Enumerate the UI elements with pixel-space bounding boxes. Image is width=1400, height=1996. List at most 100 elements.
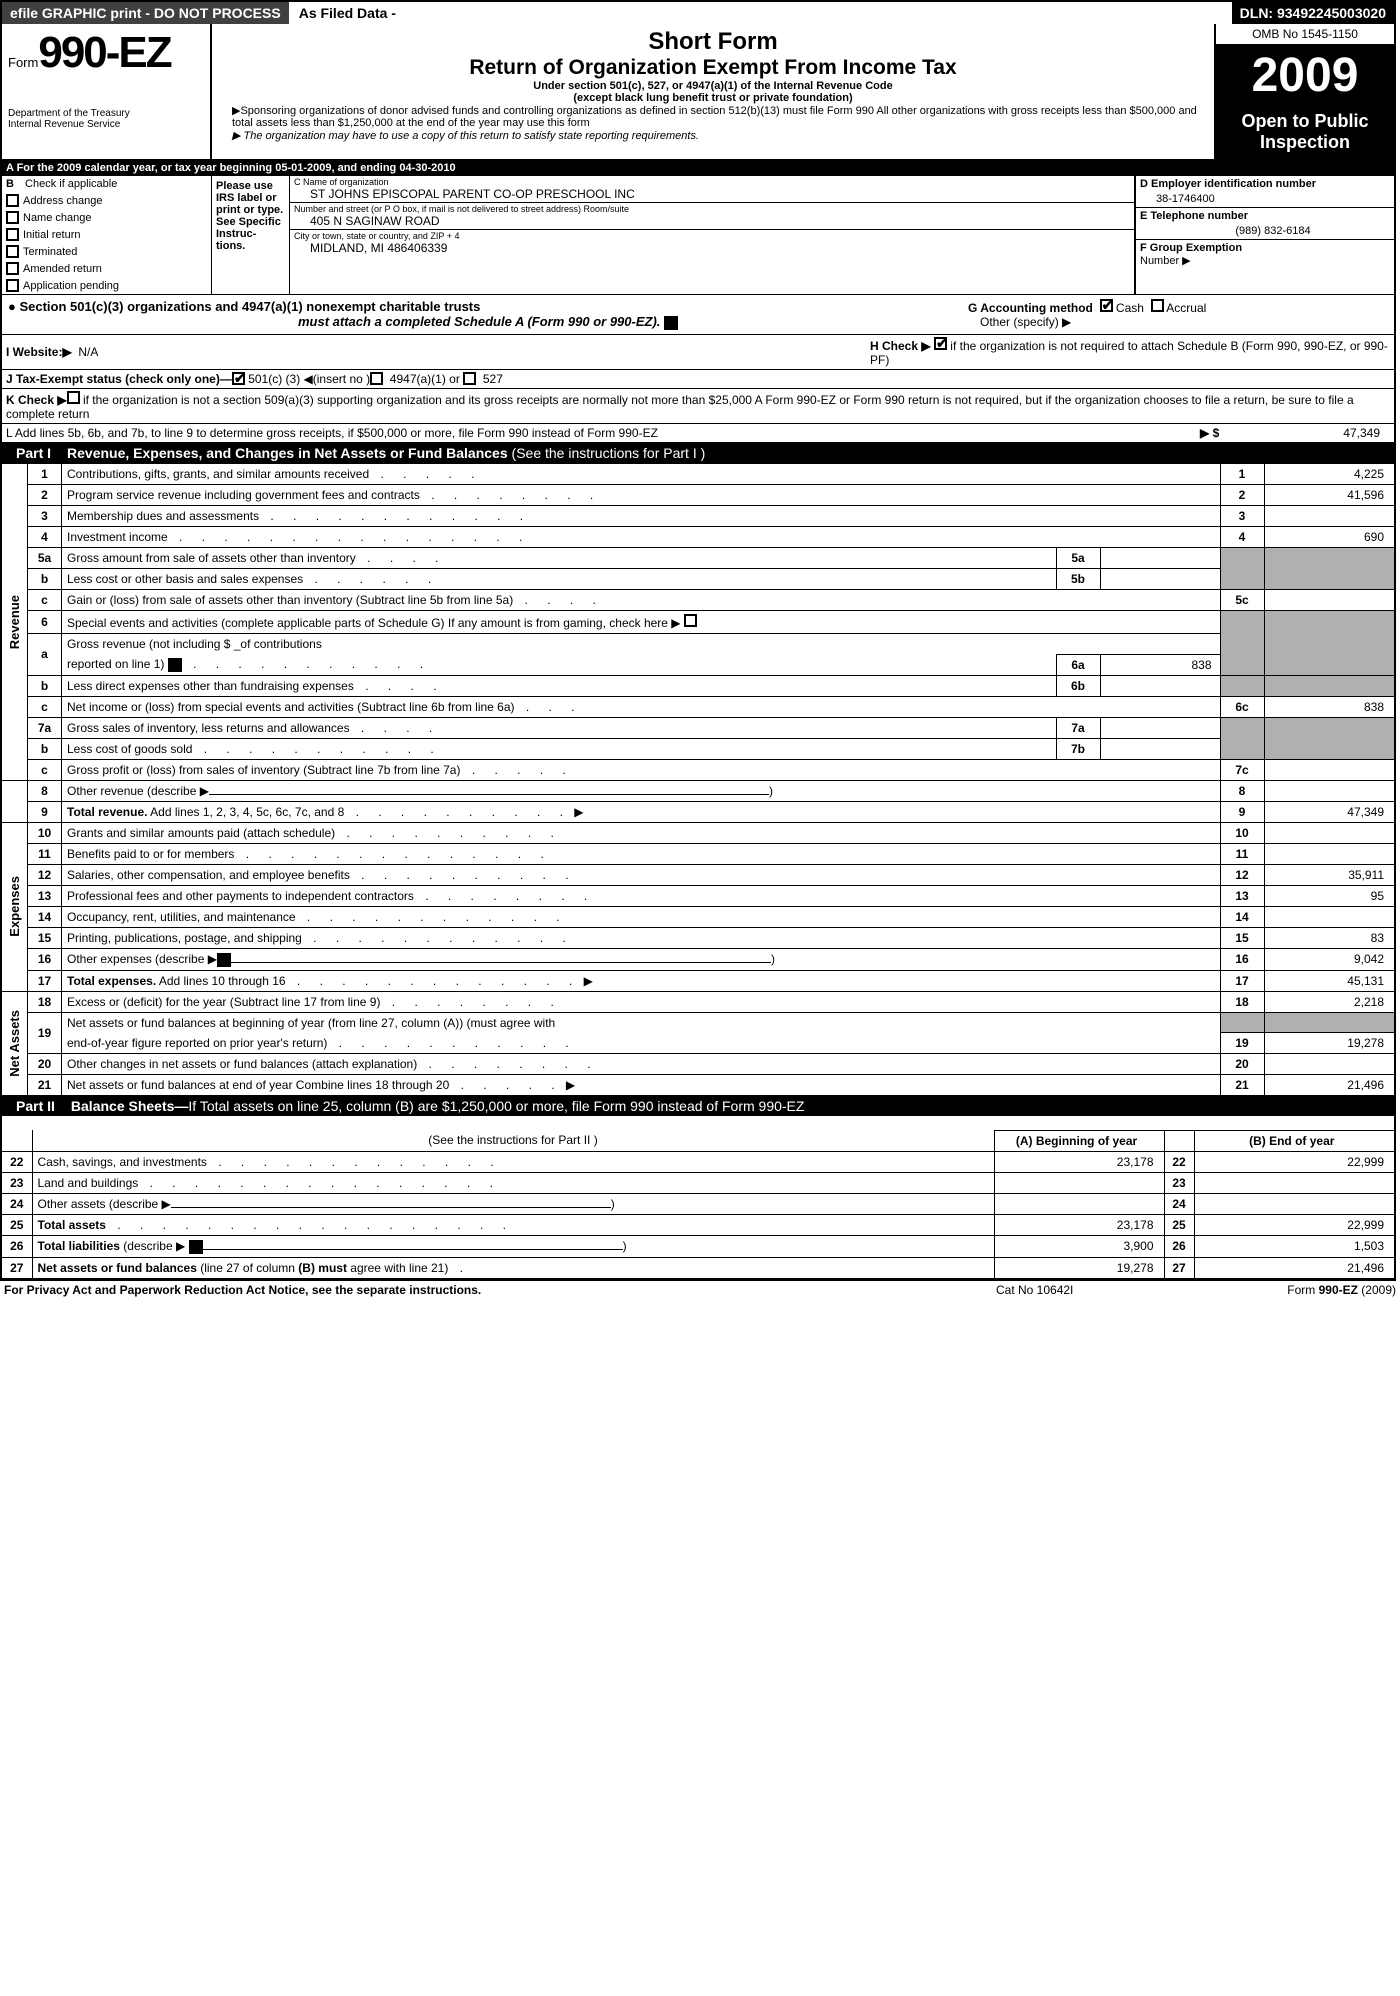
section-bcd: B Check if applicable Address change Nam… <box>2 176 1394 295</box>
box-c: Please use IRS label or print or type. S… <box>212 176 1134 294</box>
check-accrual[interactable] <box>1151 299 1164 312</box>
form-label: Form <box>8 55 38 70</box>
pencil-icon <box>189 1240 203 1254</box>
telephone: (989) 832-6184 <box>1140 225 1390 237</box>
line-22-b: 22,999 <box>1194 1151 1394 1172</box>
please-label: Please use IRS label or print or type. S… <box>212 176 290 294</box>
tax-year: 2009 <box>1216 46 1394 105</box>
short-form-title: Short Form <box>220 28 1206 56</box>
line-27-b: 21,496 <box>1194 1257 1394 1278</box>
line-19-value: 19,278 <box>1264 1033 1394 1054</box>
line-a: A For the 2009 calendar year, or tax yea… <box>2 161 1394 176</box>
line-24-b <box>1194 1193 1394 1214</box>
check-k[interactable] <box>67 391 80 404</box>
line-13-value: 95 <box>1264 885 1394 906</box>
privacy-notice: For Privacy Act and Paperwork Reduction … <box>4 1283 996 1297</box>
line-25-b: 22,999 <box>1194 1214 1394 1235</box>
top-bar: efile GRAPHIC print - DO NOT PROCESS As … <box>2 2 1394 24</box>
pencil-icon <box>168 658 182 672</box>
line-26-b: 1,503 <box>1194 1235 1394 1257</box>
check-application-pending[interactable] <box>6 279 19 292</box>
ein-value: 38-1746400 <box>1140 193 1390 205</box>
line-18-value: 2,218 <box>1264 991 1394 1012</box>
line-3-value <box>1264 505 1394 526</box>
line-8-value <box>1264 780 1394 801</box>
form-number: 990-EZ <box>38 28 170 77</box>
line-25-a: 23,178 <box>994 1214 1164 1235</box>
omb-number: OMB No 1545-1150 <box>1216 24 1394 46</box>
website-value: N/A <box>78 345 98 359</box>
line-27-a: 19,278 <box>994 1257 1164 1278</box>
line-l-value: 47,349 <box>1260 426 1390 440</box>
filed-segment: As Filed Data - <box>291 2 406 24</box>
subtitle-2: (except black lung benefit trust or priv… <box>220 92 1206 104</box>
group-exemption: Number ▶ <box>1140 254 1390 267</box>
dln-segment: DLN: 93492245003020 <box>1232 2 1394 24</box>
pencil-icon <box>217 953 231 967</box>
line-k: K Check ▶ if the organization is not a s… <box>2 389 1394 424</box>
line-4-value: 690 <box>1264 526 1394 547</box>
part-1-table: Revenue 1Contributions, gifts, grants, a… <box>2 463 1394 1097</box>
form-container: efile GRAPHIC print - DO NOT PROCESS As … <box>0 0 1396 1281</box>
line-17-value: 45,131 <box>1264 970 1394 991</box>
check-527[interactable] <box>463 372 476 385</box>
line-2-value: 41,596 <box>1264 484 1394 505</box>
box-def: D Employer identification number38-17464… <box>1134 176 1394 294</box>
check-address-change[interactable] <box>6 194 19 207</box>
cat-no: Cat No 10642I <box>996 1283 1196 1297</box>
line-24-a <box>994 1193 1164 1214</box>
line-14-value <box>1264 906 1394 927</box>
line-11-value <box>1264 843 1394 864</box>
line-1-value: 4,225 <box>1264 463 1394 484</box>
line-23-b <box>1194 1172 1394 1193</box>
check-501c[interactable] <box>232 372 245 385</box>
line-5c-value <box>1264 589 1394 610</box>
line-20-value <box>1264 1054 1394 1075</box>
part-1-header: Part I Revenue, Expenses, and Changes in… <box>2 443 1394 463</box>
open-public-box: Open to Public Inspection <box>1216 105 1394 159</box>
check-name-change[interactable] <box>6 211 19 224</box>
expenses-label: Expenses <box>7 876 22 937</box>
org-name: ST JOHNS EPISCOPAL PARENT CO-OP PRESCHOO… <box>294 187 1130 201</box>
part-2-header: Part II Balance Sheets— If Total assets … <box>2 1096 1394 1116</box>
section-501c3: ● Section 501(c)(3) organizations and 49… <box>2 295 1394 335</box>
irs-label: Internal Revenue Service <box>8 119 204 130</box>
form-header: Form990-EZ Department of the Treasury In… <box>2 24 1394 161</box>
check-terminated[interactable] <box>6 245 19 258</box>
line-9-value: 47,349 <box>1264 801 1394 822</box>
footer: For Privacy Act and Paperwork Reduction … <box>0 1281 1400 1299</box>
check-cash[interactable] <box>1100 299 1113 312</box>
header-note-2: ▶ The organization may have to use a cop… <box>220 129 1206 142</box>
check-initial-return[interactable] <box>6 228 19 241</box>
line-15-value: 83 <box>1264 927 1394 948</box>
line-23-a <box>994 1172 1164 1193</box>
line-26-a: 3,900 <box>994 1235 1164 1257</box>
check-gaming[interactable] <box>684 614 697 627</box>
line-10-value <box>1264 822 1394 843</box>
pencil-icon <box>664 316 678 330</box>
line-22-a: 23,178 <box>994 1151 1164 1172</box>
subtitle-1: Under section 501(c), 527, or 4947(a)(1)… <box>220 80 1206 92</box>
street-address: 405 N SAGINAW ROAD <box>294 214 1130 228</box>
check-h[interactable] <box>934 337 947 350</box>
col-a-header: (A) Beginning of year <box>994 1130 1164 1151</box>
line-6a-value: 838 <box>1100 654 1220 675</box>
header-note-1: ▶Sponsoring organizations of donor advis… <box>220 104 1206 129</box>
line-7c-value <box>1264 759 1394 780</box>
part2-instructions: (See the instructions for Part II ) <box>32 1130 994 1151</box>
revenue-label: Revenue <box>7 595 22 649</box>
box-b: B Check if applicable Address change Nam… <box>2 176 212 294</box>
net-assets-label: Net Assets <box>7 1010 22 1077</box>
check-4947[interactable] <box>370 372 383 385</box>
main-title: Return of Organization Exempt From Incom… <box>220 56 1206 80</box>
line-21-value: 21,496 <box>1264 1075 1394 1096</box>
col-b-header: (B) End of year <box>1194 1130 1394 1151</box>
line-l: L Add lines 5b, 6b, and 7b, to line 9 to… <box>2 424 1394 443</box>
balance-sheet-table: (See the instructions for Part II )(A) B… <box>2 1116 1394 1278</box>
line-i-h: I Website:▶ N/A H Check ▶ if the organiz… <box>2 335 1394 370</box>
city-state-zip: MIDLAND, MI 486406339 <box>294 241 1130 255</box>
line-16-value: 9,042 <box>1264 948 1394 970</box>
line-12-value: 35,911 <box>1264 864 1394 885</box>
dept-treasury: Department of the Treasury <box>8 108 204 119</box>
check-amended[interactable] <box>6 262 19 275</box>
